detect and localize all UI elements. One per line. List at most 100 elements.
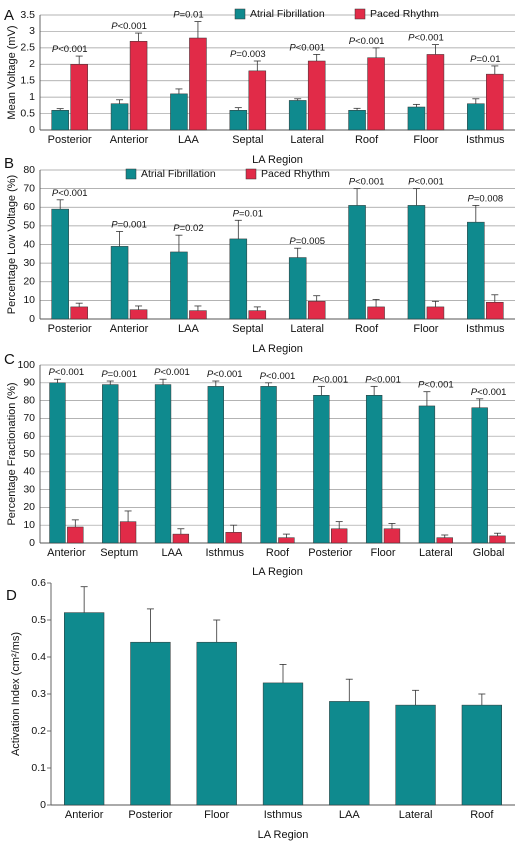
x-tick-label: LAA bbox=[162, 547, 183, 559]
x-tick-label: Septal bbox=[232, 323, 263, 335]
y-tick-label: 1 bbox=[29, 91, 35, 103]
x-tick-label: LAA bbox=[178, 323, 199, 335]
x-tick-label: Posterior bbox=[308, 547, 352, 559]
p-value-label: P=0.01 bbox=[173, 10, 203, 21]
y-tick-label: 70 bbox=[23, 412, 35, 424]
y-axis-title: Mean Voltage (mV) bbox=[6, 25, 18, 119]
x-tick-label: Floor bbox=[413, 134, 438, 146]
chart-panel-d: D 0 0.1 0.2 0.3 0.4 0.5 0.6 Anterior Posterior Flo… bbox=[6, 577, 515, 841]
bar-af bbox=[130, 641, 171, 806]
bar-af bbox=[348, 205, 366, 320]
bar-af bbox=[471, 407, 488, 544]
panel-letter: A bbox=[4, 7, 14, 24]
bar-paced bbox=[489, 535, 506, 544]
legend-swatch-paced bbox=[245, 168, 257, 180]
x-axis-title: LA Region bbox=[258, 829, 309, 841]
bar-paced bbox=[426, 306, 445, 320]
y-tick-label: 2.5 bbox=[20, 42, 35, 54]
bar-paced bbox=[436, 537, 453, 544]
x-tick-label: Roof bbox=[355, 323, 379, 335]
p-value-label: P<0.001 bbox=[207, 369, 243, 380]
p-value-label: P=0.005 bbox=[289, 236, 325, 247]
y-tick-label: 0.1 bbox=[31, 762, 46, 774]
x-tick-label: Septum bbox=[100, 547, 138, 559]
x-axis-title: LA Region bbox=[252, 343, 303, 355]
panel-letter: C bbox=[4, 351, 15, 368]
bar-paced bbox=[129, 41, 148, 131]
y-tick-label: 3 bbox=[29, 25, 35, 37]
bar-af bbox=[348, 110, 366, 131]
p-value-label: P=0.01 bbox=[470, 54, 500, 65]
y-tick-label: 20 bbox=[23, 501, 35, 513]
bar-paced bbox=[189, 37, 207, 131]
y-tick-label: 10 bbox=[23, 294, 35, 306]
bar-paced bbox=[119, 521, 137, 544]
x-tick-label: Isthmus bbox=[264, 809, 303, 821]
y-tick-label: 2 bbox=[29, 58, 35, 70]
y-tick-label: 0 bbox=[29, 537, 35, 549]
y-tick-label: 20 bbox=[23, 276, 35, 288]
x-tick-label: Floor bbox=[371, 547, 396, 559]
y-axis-title: Percentage Fractionation (%) bbox=[6, 382, 18, 525]
bar-paced bbox=[367, 57, 385, 131]
x-tick-label: Floor bbox=[204, 809, 229, 821]
p-value-label: P<0.001 bbox=[111, 21, 147, 32]
bar-af bbox=[313, 395, 330, 544]
x-tick-label: Isthmus bbox=[466, 323, 505, 335]
bar-af bbox=[110, 246, 129, 320]
p-value-label: P<0.001 bbox=[52, 188, 88, 199]
legend-swatch-paced bbox=[354, 8, 366, 20]
y-tick-label: 0.5 bbox=[31, 614, 46, 626]
y-tick-label: 60 bbox=[23, 201, 35, 213]
x-tick-label: Lateral bbox=[399, 809, 433, 821]
x-tick-label: Anterior bbox=[65, 809, 104, 821]
bar-af bbox=[51, 110, 69, 131]
y-tick-label: 30 bbox=[23, 257, 35, 269]
y-tick-label: 50 bbox=[23, 220, 35, 232]
bar-af bbox=[170, 251, 188, 320]
legend: Atrial Fibrillation Paced Rhythm bbox=[234, 8, 439, 20]
x-tick-label: Anterior bbox=[110, 134, 149, 146]
bar-paced bbox=[486, 301, 504, 320]
p-value-label: P<0.001 bbox=[408, 177, 444, 188]
x-tick-label: Roof bbox=[355, 134, 379, 146]
p-value-label: P<0.001 bbox=[154, 367, 190, 378]
bar-paced bbox=[172, 533, 190, 544]
bar-paced bbox=[307, 60, 326, 131]
bar-af bbox=[154, 384, 172, 544]
y-tick-label: 0.6 bbox=[31, 577, 46, 589]
legend-label-af: Atrial Fibrillation bbox=[141, 168, 216, 180]
y-axis-title: Activation Index (cm²/ms) bbox=[10, 632, 22, 756]
bar-paced bbox=[307, 301, 326, 320]
x-tick-label: Septal bbox=[232, 134, 263, 146]
x-tick-label: Posterior bbox=[128, 809, 172, 821]
bar-paced bbox=[248, 310, 267, 320]
p-value-label: P=0.001 bbox=[101, 369, 137, 380]
bar-af bbox=[64, 612, 105, 806]
legend-swatch-af bbox=[125, 168, 137, 180]
legend-label-paced: Paced Rhythm bbox=[261, 168, 330, 180]
bar-af bbox=[207, 386, 224, 544]
y-tick-label: 40 bbox=[23, 466, 35, 478]
x-tick-label: Isthmus bbox=[466, 134, 505, 146]
bar-af bbox=[196, 641, 237, 806]
bar-af bbox=[461, 704, 502, 806]
y-tick-label: 10 bbox=[23, 519, 35, 531]
y-tick-label: 3.5 bbox=[20, 9, 35, 21]
legend-swatch-af bbox=[234, 8, 246, 20]
x-tick-label: Global bbox=[473, 547, 505, 559]
legend-label-af: Atrial Fibrillation bbox=[250, 8, 325, 20]
y-tick-label: 0 bbox=[29, 124, 35, 136]
bar-af bbox=[395, 704, 436, 806]
bar-af bbox=[467, 103, 485, 131]
bar-paced bbox=[486, 73, 504, 131]
x-tick-label: Roof bbox=[266, 547, 290, 559]
y-tick-label: 100 bbox=[17, 359, 35, 371]
x-tick-label: Posterior bbox=[48, 323, 92, 335]
chart-panel-c: C 0 10 20 30 40 50 60 70 80 90 100 Anterior P<0.001 Se… bbox=[4, 351, 515, 578]
y-tick-label: 60 bbox=[23, 430, 35, 442]
p-value-label: P<0.001 bbox=[52, 44, 88, 55]
legend: Atrial Fibrillation Paced Rhythm bbox=[125, 168, 330, 180]
p-value-label: P<0.001 bbox=[471, 387, 507, 398]
bar-paced bbox=[129, 309, 148, 320]
